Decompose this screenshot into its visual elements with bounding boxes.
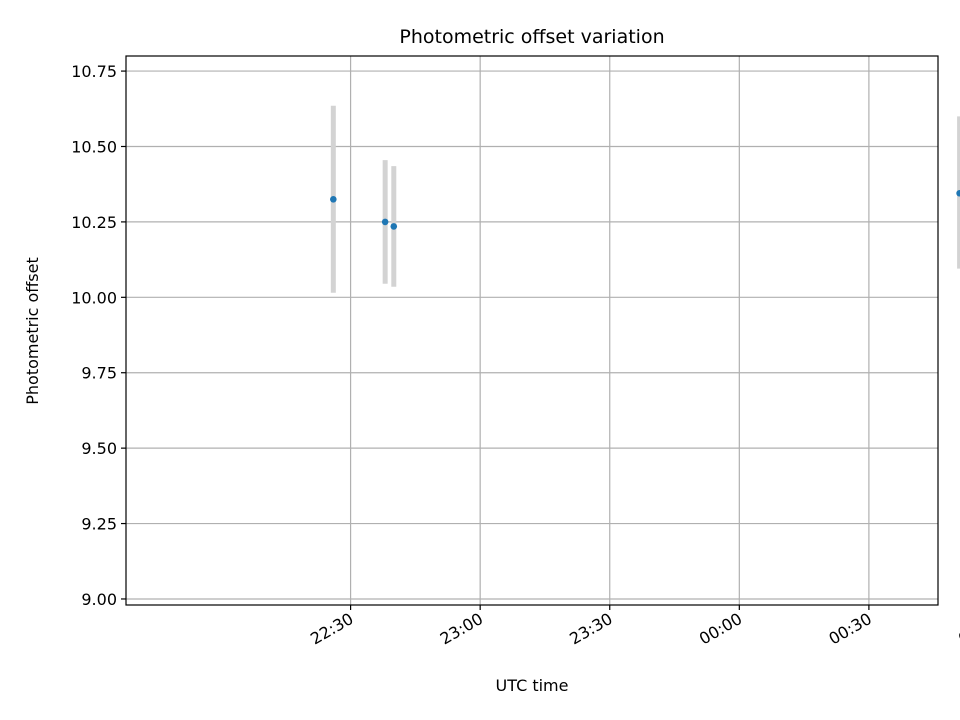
x-tick-label: 23:00: [437, 609, 486, 649]
grid: [126, 56, 938, 605]
y-tick-label: 9.50: [81, 439, 117, 458]
data-point: [381, 218, 389, 226]
error-bars: [330, 105, 960, 293]
y-tick-label: 9.00: [81, 590, 117, 609]
y-tick-label: 10.75: [71, 62, 117, 81]
x-axis-label: UTC time: [496, 676, 569, 695]
data-point: [330, 195, 337, 203]
x-axis: 22:30 23:00 23:30 00:00 00:30 01:00: [307, 605, 960, 649]
chart-title: Photometric offset variation: [399, 26, 664, 48]
x-tick-label: 00:30: [825, 609, 874, 649]
y-tick-label: 10.50: [71, 137, 117, 156]
data-points: [330, 189, 960, 230]
y-tick-label: 10.25: [71, 213, 117, 232]
y-tick-label: 9.75: [81, 364, 117, 383]
y-tick-label: 9.25: [81, 515, 117, 534]
x-tick-label: 00:00: [696, 609, 745, 649]
x-tick-label: 22:30: [307, 609, 356, 649]
y-axis-label: Photometric offset: [23, 257, 42, 405]
x-tick-label: 01:00: [955, 609, 960, 649]
plot-frame: [125, 55, 939, 606]
data-point: [956, 189, 960, 197]
y-axis: 9.00 9.25 9.50 9.75 10.00 10.25 10.50 10.75: [71, 62, 126, 609]
x-tick-label: 23:30: [566, 609, 615, 649]
data-point: [390, 223, 398, 230]
y-tick-label: 10.00: [71, 288, 117, 307]
